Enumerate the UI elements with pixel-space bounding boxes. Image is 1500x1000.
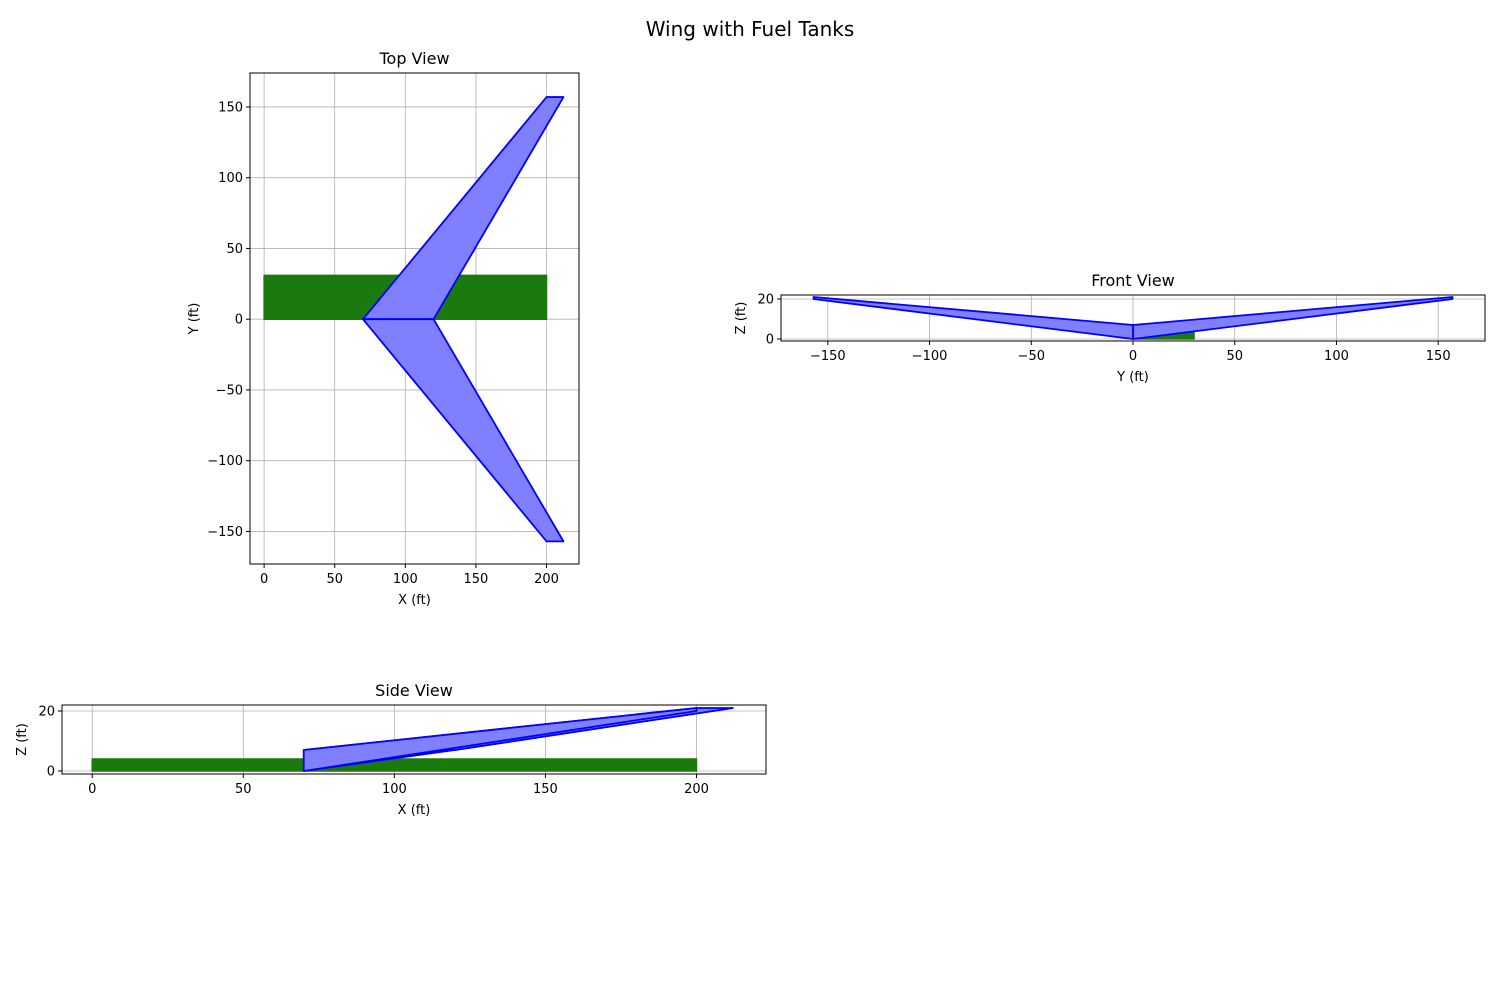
side-view-panel: 0 50 100 150 200 0 20 Side View X (ft) Z (ft) <box>15 681 767 818</box>
x-tick-label: 100 <box>382 782 407 797</box>
front-view-title: Front View <box>1091 271 1175 290</box>
y-tick-label: 150 <box>218 100 243 115</box>
x-tick-label: −150 <box>810 349 846 364</box>
y-tick-label: −150 <box>207 525 243 540</box>
x-tick-label: 0 <box>88 782 96 797</box>
x-tick-label: 50 <box>1226 349 1243 364</box>
figure-title: Wing with Fuel Tanks <box>646 17 855 41</box>
x-tick-label: 0 <box>1129 349 1137 364</box>
x-tick-label: 50 <box>326 572 343 587</box>
x-tick-label: −100 <box>912 349 948 364</box>
x-tick-label: 200 <box>534 572 559 587</box>
x-tick-label: 100 <box>393 572 418 587</box>
front-view-panel: −150 −100 −50 0 50 100 150 0 20 Front View Y (ft) Z… <box>734 271 1486 385</box>
axes-frame <box>61 704 767 775</box>
y-axis-label: Z (ft) <box>734 302 749 335</box>
axes-frame <box>249 72 580 565</box>
x-tick-label: 150 <box>464 572 489 587</box>
x-tick-label: 0 <box>260 572 268 587</box>
side-view-title: Side View <box>375 681 453 700</box>
y-tick-label: 100 <box>218 171 243 186</box>
wing-panel-shape <box>362 318 565 543</box>
wing-panel-shape <box>302 707 698 772</box>
x-axis-label: X (ft) <box>398 593 431 608</box>
x-tick-label: 150 <box>533 782 558 797</box>
wing-panel-shape <box>812 296 1134 340</box>
x-axis-label: Y (ft) <box>1116 370 1149 385</box>
y-tick-label: 0 <box>235 313 243 328</box>
y-axis-label: Z (ft) <box>15 723 30 756</box>
fuel-tank-shape <box>91 758 698 772</box>
x-tick-label: −50 <box>1018 349 1045 364</box>
y-tick-label: 50 <box>226 242 243 257</box>
y-tick-label: 20 <box>757 293 774 308</box>
wing-panel-shape <box>1132 296 1454 340</box>
top-view-panel: 0 50 100 150 200 −150 −100 −50 0 50 100 150 Top View… <box>187 49 580 608</box>
y-tick-label: 0 <box>766 333 774 348</box>
x-tick-label: 100 <box>1324 349 1349 364</box>
top-view-title: Top View <box>378 49 449 68</box>
x-tick-label: 200 <box>684 782 709 797</box>
y-tick-label: −100 <box>207 454 243 469</box>
x-tick-label: 50 <box>235 782 252 797</box>
x-tick-label: 150 <box>1426 349 1451 364</box>
y-axis-label: Y (ft) <box>187 303 202 336</box>
y-tick-label: −50 <box>216 383 243 398</box>
y-tick-label: 0 <box>47 765 55 780</box>
y-tick-label: 20 <box>38 705 55 720</box>
x-axis-label: X (ft) <box>398 803 431 818</box>
